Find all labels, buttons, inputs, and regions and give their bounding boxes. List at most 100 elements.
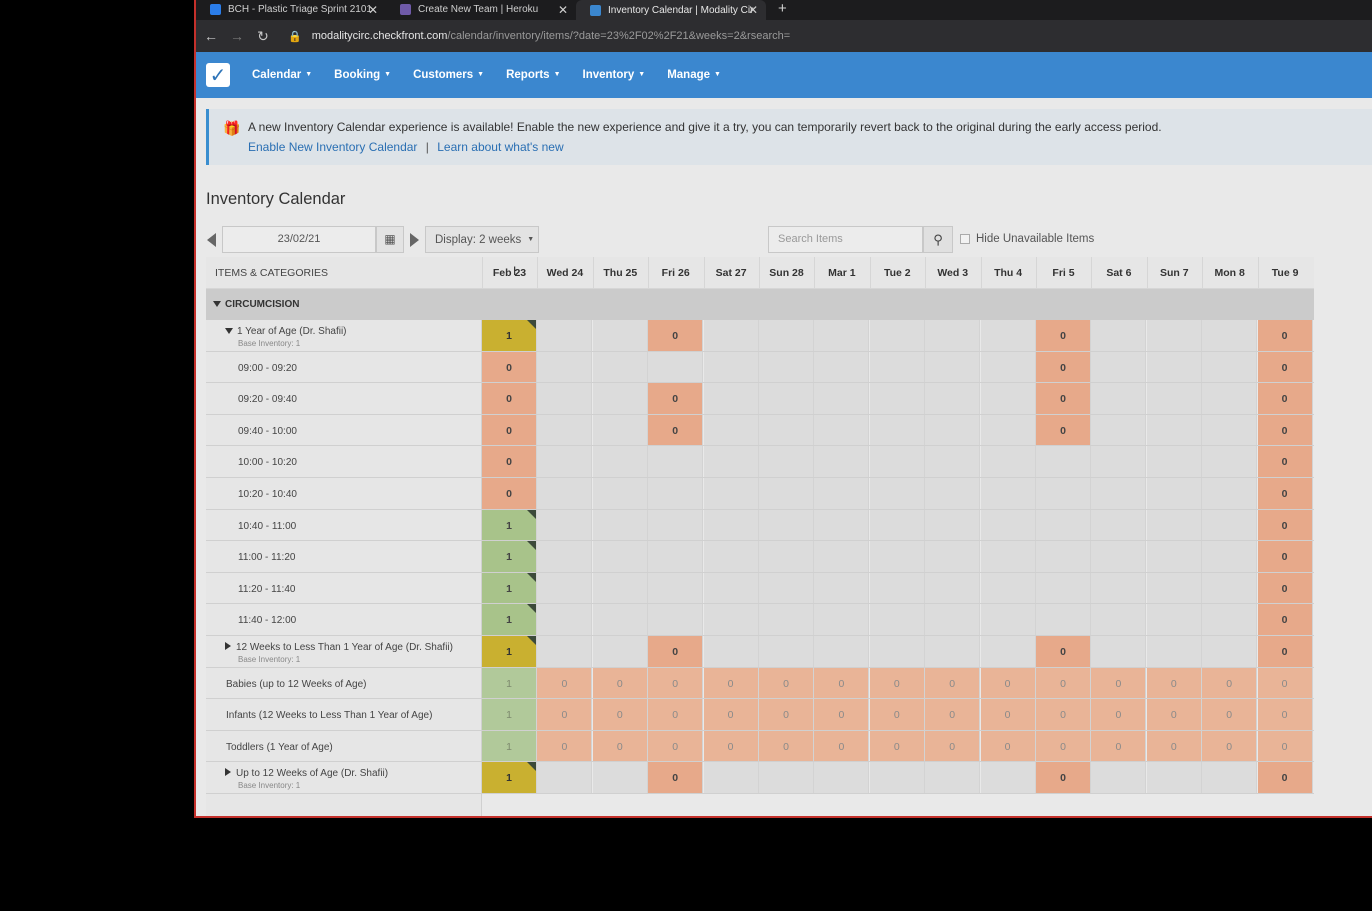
inventory-cell[interactable] [980,351,1036,383]
inventory-cell[interactable] [1036,509,1091,541]
tab-inventory-calendar[interactable]: Inventory Calendar | Modality Cir ✕ [576,0,766,20]
inventory-cell[interactable] [925,351,981,383]
nav-customers[interactable]: Customers ▼ [413,69,484,81]
inventory-cell[interactable] [592,478,648,509]
inventory-cell[interactable]: 1 [482,636,537,667]
day-header[interactable]: Feb 23 [492,267,527,279]
inventory-cell[interactable] [1202,414,1258,446]
inventory-cell[interactable]: 0 [1202,667,1258,699]
inventory-cell[interactable]: 0 [980,730,1036,762]
inventory-cell[interactable]: 0 [1257,541,1313,572]
inventory-cell[interactable] [869,541,925,572]
search-items-input[interactable]: Search Items [768,226,923,253]
inventory-cell[interactable] [1146,604,1202,635]
inventory-cell[interactable] [1202,509,1258,541]
inventory-cell[interactable]: 1 [482,541,537,572]
inventory-cell[interactable]: 0 [1036,730,1091,762]
previous-period-arrow-icon[interactable] [207,233,216,247]
inventory-cell[interactable] [648,351,704,383]
inventory-cell[interactable] [1202,351,1258,383]
inventory-cell[interactable] [1202,762,1258,793]
inventory-cell[interactable]: 0 [1202,730,1258,762]
inventory-cell[interactable] [1202,383,1258,414]
checkfront-logo-icon[interactable]: ✓ [206,63,230,87]
inventory-cell[interactable] [869,604,925,635]
day-header[interactable]: Mar 1 [828,267,856,279]
inventory-cell[interactable]: 0 [1257,351,1313,383]
inventory-cell[interactable] [759,383,814,414]
inventory-cell[interactable] [703,636,759,667]
inventory-cell[interactable]: 0 [1257,762,1313,793]
inventory-cell[interactable]: 0 [482,351,537,383]
inventory-cell[interactable] [1202,446,1258,477]
inventory-cell[interactable] [537,446,593,477]
search-icon[interactable]: ⚲ [923,226,953,253]
inventory-cell[interactable]: 0 [482,383,537,414]
inventory-cell[interactable] [1146,446,1202,477]
inventory-cell[interactable] [1036,604,1091,635]
row-label-cell[interactable]: Babies (up to 12 Weeks of Age) [206,667,482,699]
checkbox-box[interactable] [960,234,970,244]
inventory-cell[interactable] [1146,572,1202,604]
inventory-cell[interactable] [814,351,870,383]
inventory-cell[interactable] [1036,572,1091,604]
inventory-cell[interactable] [1146,478,1202,509]
nav-booking[interactable]: Booking ▼ [334,69,391,81]
inventory-cell[interactable] [537,762,593,793]
day-header[interactable]: Wed 24 [546,267,584,279]
inventory-cell[interactable]: 0 [1257,383,1313,414]
inventory-cell[interactable] [925,320,981,351]
inventory-cell[interactable] [869,446,925,477]
inventory-cell[interactable] [1146,320,1202,351]
inventory-cell[interactable] [925,478,981,509]
inventory-cell[interactable] [869,636,925,667]
inventory-cell[interactable]: 0 [814,730,870,762]
row-label-cell[interactable]: 1 Year of Age (Dr. Shafii) Base Inventory… [206,320,482,351]
inventory-cell[interactable]: 0 [648,699,704,730]
inventory-cell[interactable]: 0 [980,667,1036,699]
inventory-cell[interactable]: 0 [759,730,814,762]
inventory-cell[interactable] [592,509,648,541]
inventory-cell[interactable]: 1 [482,572,537,604]
inventory-cell[interactable] [1091,509,1147,541]
inventory-cell[interactable] [759,636,814,667]
inventory-cell[interactable]: 1 [482,730,537,762]
row-label-cell[interactable]: 09:00 - 09:20 [206,351,482,383]
inventory-cell[interactable]: 0 [648,636,704,667]
nav-manage[interactable]: Manage ▼ [667,69,721,81]
inventory-cell[interactable] [592,414,648,446]
inventory-cell[interactable] [1036,446,1091,477]
inventory-cell[interactable] [703,478,759,509]
inventory-cell[interactable]: 0 [648,762,704,793]
inventory-cell[interactable] [1146,351,1202,383]
learn-whats-new-link[interactable]: Learn about what's new [437,140,564,154]
inventory-cell[interactable] [759,604,814,635]
inventory-cell[interactable] [980,446,1036,477]
inventory-cell[interactable]: 0 [1257,667,1313,699]
inventory-cell[interactable]: 0 [1091,667,1147,699]
inventory-cell[interactable] [537,636,593,667]
inventory-cell[interactable] [537,509,593,541]
new-tab-button[interactable]: + [778,0,787,17]
day-header[interactable]: Wed 3 [937,267,969,279]
category-row[interactable]: CIRCUMCISION [206,289,1314,320]
inventory-cell[interactable] [1091,320,1147,351]
inventory-cell[interactable]: 0 [482,478,537,509]
inventory-cell[interactable] [980,762,1036,793]
inventory-cell[interactable] [1146,541,1202,572]
inventory-cell[interactable] [814,604,870,635]
inventory-cell[interactable]: 0 [1257,730,1313,762]
inventory-cell[interactable] [592,636,648,667]
inventory-cell[interactable] [1091,414,1147,446]
inventory-cell[interactable] [648,509,704,541]
inventory-cell[interactable]: 0 [869,667,925,699]
reload-icon[interactable]: ↻ [257,27,269,44]
calendar-icon[interactable]: ▦ [376,226,404,253]
inventory-cell[interactable]: 0 [648,383,704,414]
inventory-cell[interactable]: 0 [703,699,759,730]
day-header[interactable]: Mon 8 [1214,267,1245,279]
inventory-cell[interactable] [869,572,925,604]
day-header[interactable]: Thu 25 [603,267,638,279]
inventory-cell[interactable] [980,414,1036,446]
inventory-cell[interactable]: 0 [925,667,981,699]
